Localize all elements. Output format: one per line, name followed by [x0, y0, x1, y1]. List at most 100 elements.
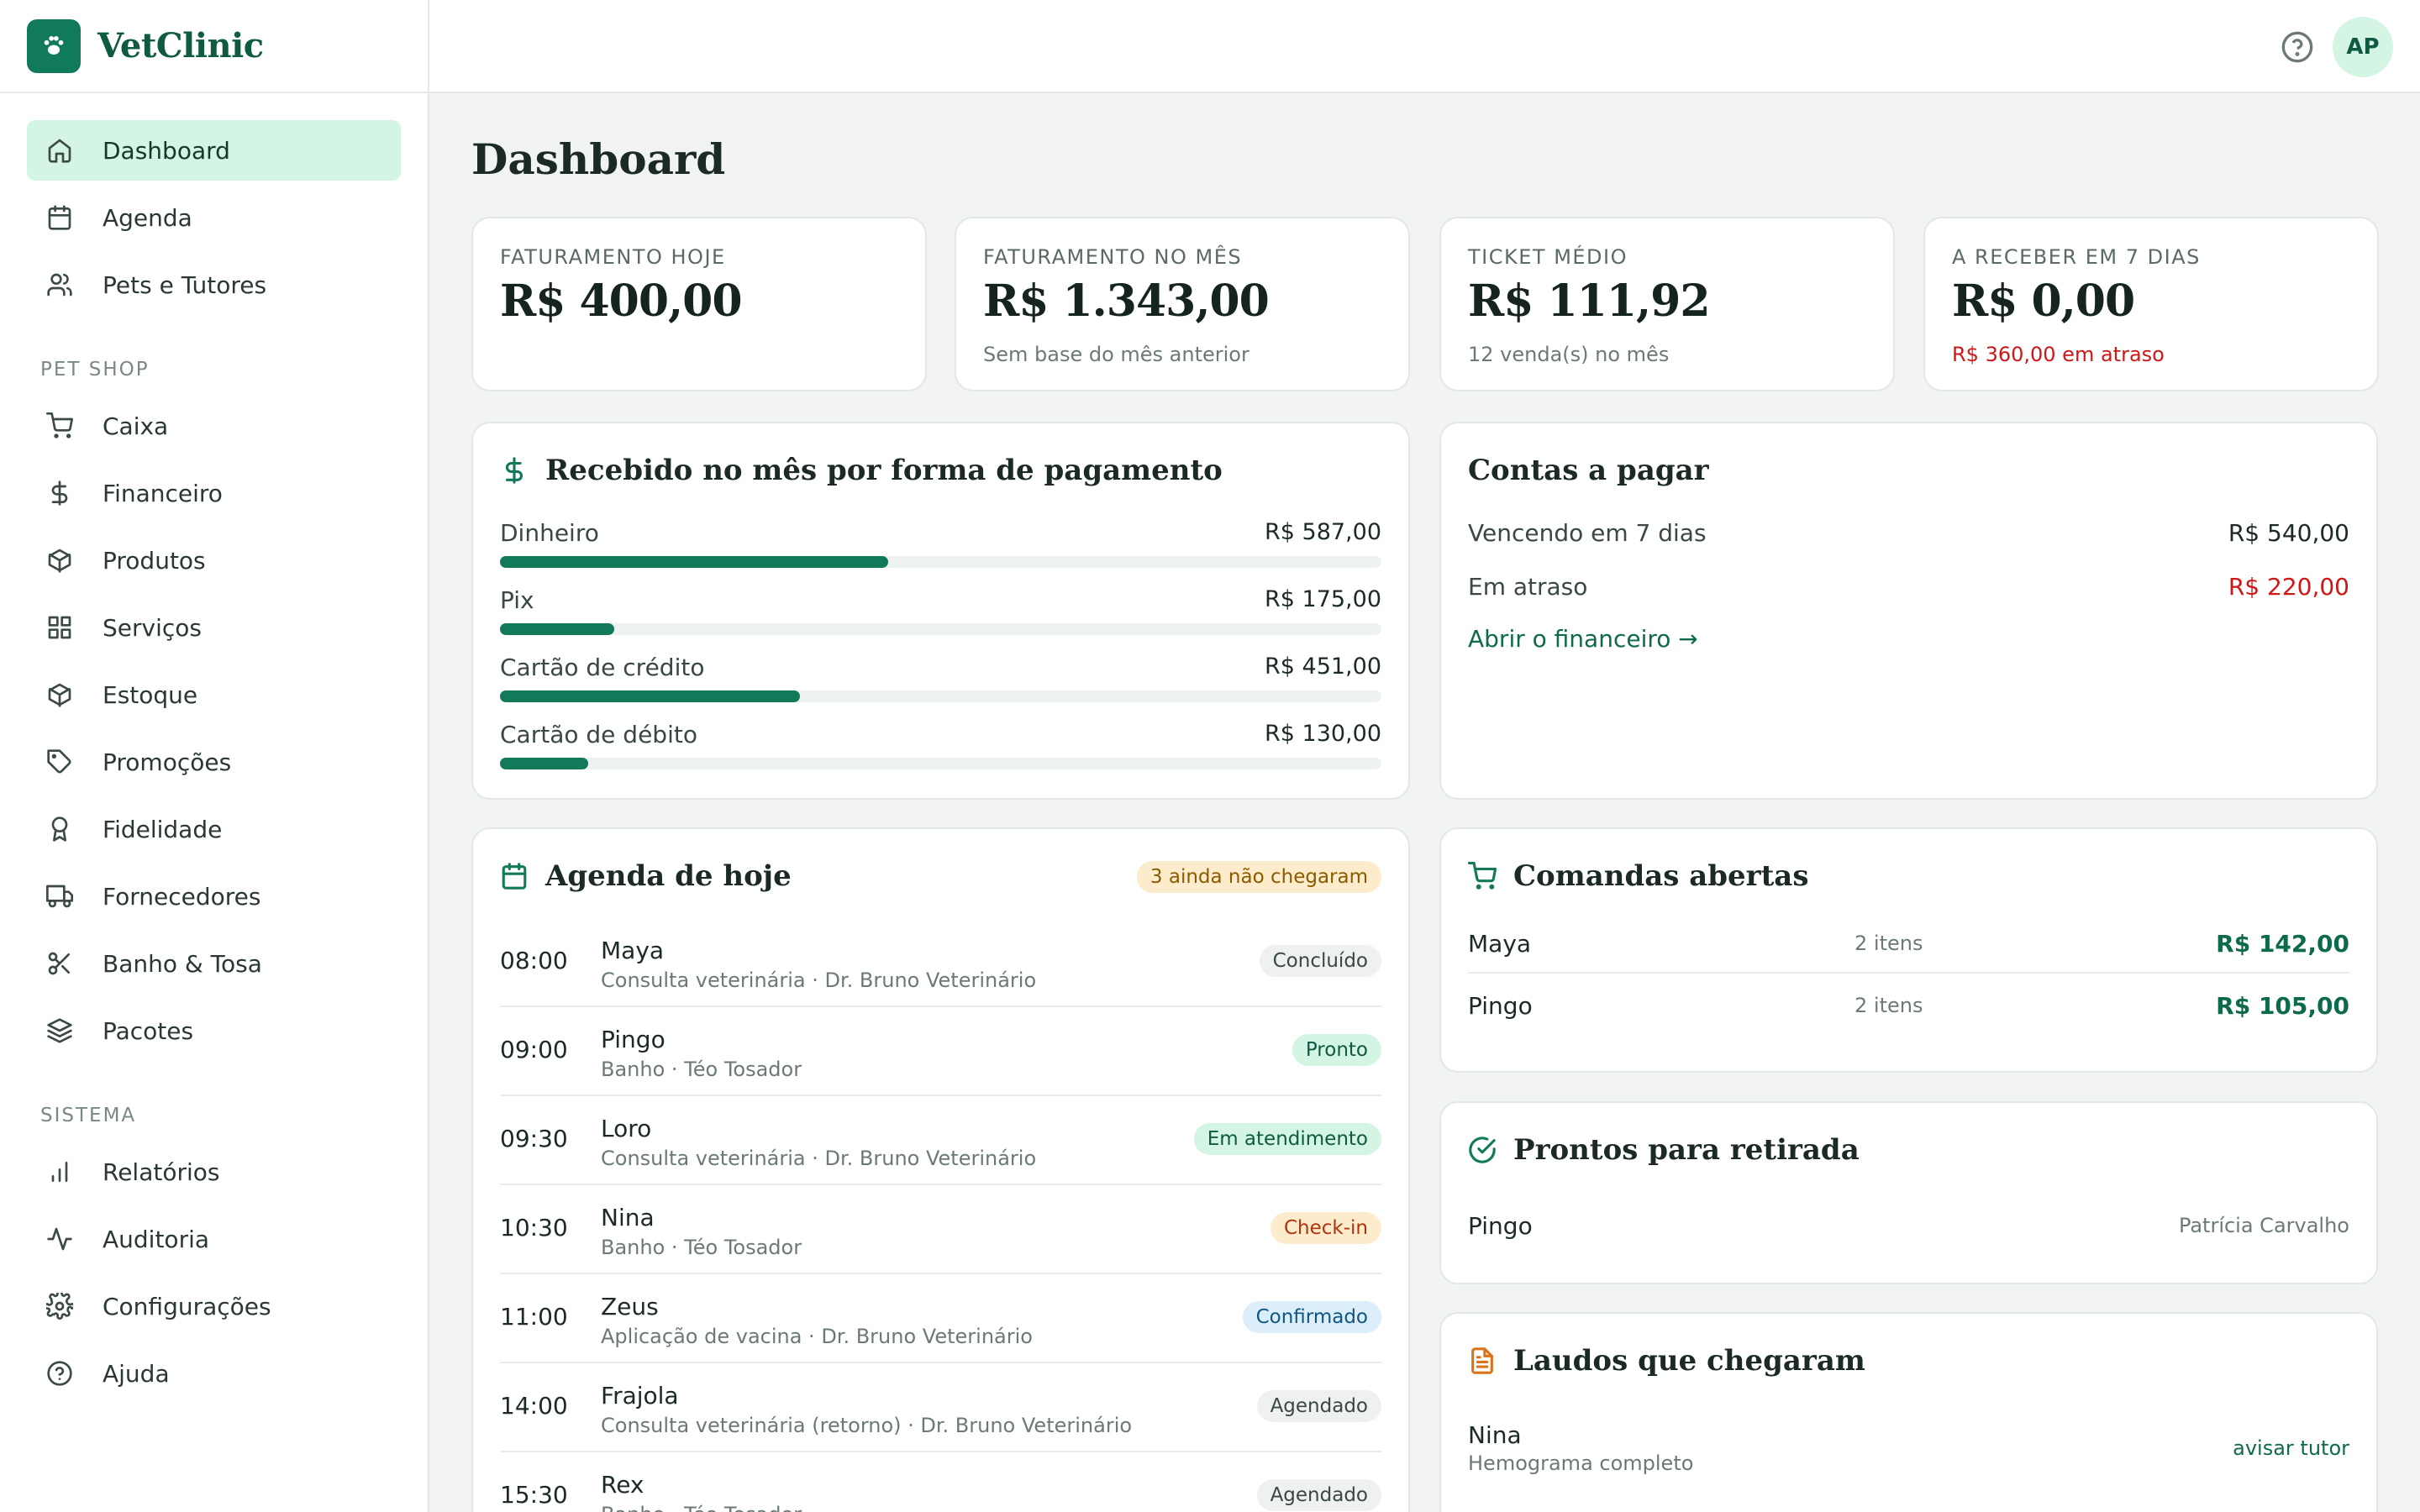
agenda-row[interactable]: 11:00 Zeus Aplicação de vacina · Dr. Bruno… [500, 1274, 1381, 1363]
appointment-pet: Rex [601, 1471, 644, 1499]
sidebar-item-banho-e-tosa[interactable]: Banho & Tosa [27, 933, 401, 994]
open-tab-row[interactable]: Maya 2 itens R$ 142,00 [1468, 911, 2349, 974]
agenda-row[interactable]: 10:30 Nina Banho · Téo Tosador Check-in [500, 1185, 1381, 1274]
sidebar-item-label: Pacotes [103, 1016, 194, 1045]
notify-tutor-link[interactable]: avisar tutor [2233, 1436, 2349, 1460]
sidebar-item-label: Configurações [103, 1292, 271, 1320]
payment-progress-track [500, 690, 1381, 702]
box-icon [45, 680, 74, 709]
sidebar-item-relatorios[interactable]: Relatórios [27, 1142, 401, 1202]
overdue-value: R$ 220,00 [2228, 573, 2349, 601]
report-pet-name: Nina [1468, 1421, 1522, 1449]
agenda-title: Agenda de hoje [500, 859, 792, 893]
sidebar-item-label: Financeiro [103, 479, 223, 507]
home-icon [45, 136, 74, 165]
sidebar-item-produtos[interactable]: Produtos [27, 530, 401, 591]
sidebar-item-configuracoes[interactable]: Configurações [27, 1276, 401, 1336]
sidebar-item-label: Ajuda [103, 1359, 170, 1388]
ready-pickup-title: Prontos para retirada [1468, 1133, 1860, 1167]
brand[interactable]: VetClinic [0, 0, 428, 93]
status-badge: Confirmado [1242, 1301, 1381, 1333]
scissors-icon [45, 949, 74, 978]
kpi-value: R$ 1.343,00 [983, 276, 1270, 327]
open-tab-pet: Pingo [1468, 992, 1533, 1020]
appointment-pet: Zeus [601, 1293, 659, 1320]
ready-pickup-card: Prontos para retirada Pingo Patrícia Car… [1439, 1101, 2378, 1284]
sidebar-item-pets-e-tutores[interactable]: Pets e Tutores [27, 255, 401, 315]
kpi-card: FATURAMENTO HOJE R$ 400,00 [471, 217, 927, 391]
agenda-row[interactable]: 09:00 Pingo Banho · Téo Tosador Pronto [500, 1007, 1381, 1096]
truck-icon [45, 882, 74, 911]
sidebar-nav: Dashboard Agenda Pets e Tutores PET SHOP C… [0, 93, 428, 1404]
user-avatar[interactable]: AP [2333, 17, 2393, 77]
nav-section-petshop: PET SHOP [40, 359, 150, 381]
accounts-payable-card: Contas a pagar Vencendo em 7 dias R$ 540… [1439, 422, 2378, 800]
sidebar-item-fidelidade[interactable]: Fidelidade [27, 799, 401, 859]
sidebar-item-financeiro[interactable]: Financeiro [27, 463, 401, 523]
sidebar-item-label: Auditoria [103, 1225, 210, 1253]
payment-progress-track [500, 556, 1381, 568]
sidebar-item-servicos[interactable]: Serviços [27, 597, 401, 658]
appointment-time: 11:00 [500, 1303, 568, 1331]
due-label: Vencendo em 7 dias [1468, 519, 1707, 547]
agenda-row[interactable]: 09:30 Loro Consulta veterinária · Dr. Brun… [500, 1096, 1381, 1185]
sidebar-item-promocoes[interactable]: Promoções [27, 732, 401, 792]
sidebar-item-estoque[interactable]: Estoque [27, 664, 401, 725]
agenda-row[interactable]: 15:30 Rex Banho · Téo Tosador Agendado [500, 1452, 1381, 1512]
file-text-icon [1468, 1347, 1497, 1375]
open-tabs-title: Comandas abertas [1467, 859, 1808, 893]
sidebar-item-pacotes[interactable]: Pacotes [27, 1000, 401, 1061]
open-tab-items: 2 itens [1854, 932, 1923, 955]
box-icon [45, 546, 74, 575]
sidebar-item-label: Fornecedores [103, 882, 261, 911]
users-icon [45, 270, 74, 299]
sidebar-item-dashboard[interactable]: Dashboard [27, 120, 401, 181]
page-title: Dashboard [471, 134, 726, 184]
kpi-card: TICKET MÉDIO R$ 111,92 12 venda(s) no mês [1439, 217, 1895, 391]
sidebar-item-agenda[interactable]: Agenda [27, 187, 401, 248]
cart-icon [45, 412, 74, 440]
payment-method-value: R$ 587,00 [1265, 519, 1381, 545]
status-badge: Concluído [1259, 945, 1381, 977]
kpi-label: FATURAMENTO HOJE [500, 245, 726, 269]
kpi-label: TICKET MÉDIO [1468, 245, 1628, 269]
calendar-icon [500, 862, 529, 890]
sidebar-item-fornecedores[interactable]: Fornecedores [27, 866, 401, 927]
sidebar-item-label: Fidelidade [103, 815, 223, 843]
lab-reports-card: Laudos que chegaram Nina Hemograma compl… [1439, 1312, 2378, 1512]
gear-icon [45, 1292, 74, 1320]
open-tab-row[interactable]: Pingo 2 itens R$ 105,00 [1468, 974, 2349, 1036]
sidebar: VetClinic Dashboard Agenda Pets e Tutores … [0, 0, 429, 1512]
status-badge: Check-in [1270, 1212, 1381, 1244]
pickup-pet-name[interactable]: Pingo [1468, 1212, 1533, 1240]
payment-method-row: Dinheiro R$ 587,00 [500, 519, 1381, 578]
agenda-row[interactable]: 14:00 Frajola Consulta veterinária (retorn… [500, 1363, 1381, 1452]
sidebar-item-label: Caixa [103, 412, 169, 440]
accounts-payable-title: Contas a pagar [1468, 454, 1709, 487]
sidebar-item-label: Promoções [103, 748, 232, 776]
sidebar-item-caixa[interactable]: Caixa [27, 396, 401, 456]
kpi-value: R$ 400,00 [500, 276, 743, 327]
help-icon[interactable] [2281, 30, 2314, 64]
payment-method-row: Cartão de crédito R$ 451,00 [500, 654, 1381, 712]
agenda-row[interactable]: 08:00 Maya Consulta veterinária · Dr. Brun… [500, 918, 1381, 1007]
pending-arrivals-badge: 3 ainda não chegaram [1136, 861, 1381, 893]
sidebar-item-label: Dashboard [103, 136, 230, 165]
appointment-description: Consulta veterinária (retorno) · Dr. Bru… [601, 1414, 1133, 1437]
kpi-value: R$ 111,92 [1468, 276, 1711, 327]
sidebar-item-ajuda[interactable]: Ajuda [27, 1343, 401, 1404]
payment-method-row: Pix R$ 175,00 [500, 586, 1381, 645]
payment-method-label: Cartão de débito [500, 721, 697, 748]
payment-progress-fill [500, 556, 888, 568]
open-finance-link[interactable]: Abrir o financeiro → [1468, 625, 1698, 653]
overdue-label: Em atraso [1468, 573, 1588, 601]
appointment-time: 15:30 [500, 1481, 568, 1509]
sidebar-item-label: Pets e Tutores [103, 270, 267, 299]
appointment-time: 09:30 [500, 1125, 568, 1152]
sidebar-item-auditoria[interactable]: Auditoria [27, 1209, 401, 1269]
dollar-icon [45, 479, 74, 507]
payment-progress-fill [500, 690, 800, 702]
payments-card: Recebido no mês por forma de pagamento D… [471, 422, 1410, 800]
payment-method-value: R$ 451,00 [1265, 654, 1381, 680]
appointment-pet: Maya [601, 937, 665, 964]
